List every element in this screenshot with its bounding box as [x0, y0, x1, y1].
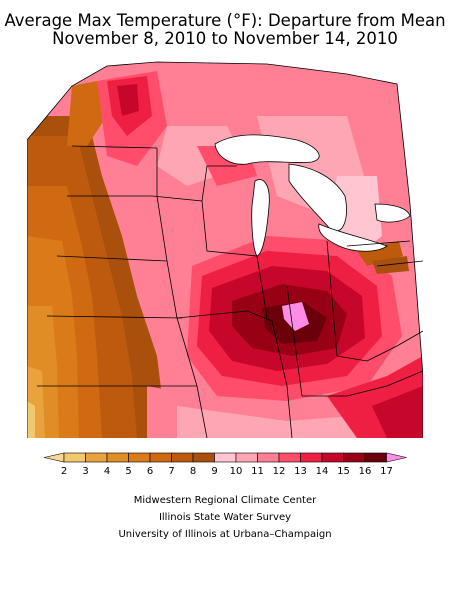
legend-swatches [43, 452, 407, 463]
color-legend: 2 3 4 5 6 7 8 9 10 11 12 13 14 15 16 17 [43, 452, 407, 477]
legend-swatch [128, 452, 151, 463]
state-borders [27, 61, 423, 438]
legend-label: 8 [190, 466, 196, 477]
legend-label: 2 [61, 466, 67, 477]
legend-label: 10 [230, 466, 243, 477]
legend-label: 12 [273, 466, 286, 477]
legend-swatch [85, 452, 108, 463]
legend-label: 3 [82, 466, 88, 477]
legend-swatch [321, 452, 344, 463]
legend-swatch [343, 452, 366, 463]
credit-line-2: Illinois State Water Survey [158, 512, 292, 523]
legend-label: 4 [104, 466, 110, 477]
legend-swatch [192, 452, 215, 463]
legend-label: 9 [211, 466, 217, 477]
legend-swatch [214, 452, 237, 463]
legend-swatch [63, 452, 86, 463]
legend-swatch [278, 452, 301, 463]
temperature-departure-map [27, 61, 423, 438]
legend-label: 11 [251, 466, 264, 477]
great-lakes [214, 134, 411, 257]
legend-under-triangle [43, 452, 65, 463]
legend-label: 6 [147, 466, 153, 477]
legend-label: 7 [168, 466, 174, 477]
legend-over-triangle [386, 452, 407, 463]
map-title: Average Max Temperature (°F): Departure … [4, 11, 446, 30]
legend-swatch [300, 452, 323, 463]
credit-line-3: University of Illinois at Urbana–Champai… [118, 529, 332, 540]
legend-swatch [364, 452, 387, 463]
legend-swatch [171, 452, 194, 463]
legend-swatch [235, 452, 258, 463]
legend-label: 15 [337, 466, 350, 477]
legend-label: 16 [359, 466, 372, 477]
credit-line-1: Midwestern Regional Climate Center [133, 495, 317, 506]
legend-label: 13 [294, 466, 307, 477]
legend-label: 17 [380, 466, 393, 477]
map-subtitle: November 8, 2010 to November 14, 2010 [52, 29, 398, 48]
legend-swatch [106, 452, 129, 463]
legend-label: 5 [125, 466, 131, 477]
legend-labels: 2 3 4 5 6 7 8 9 10 11 12 13 14 15 16 17 [61, 466, 393, 477]
legend-swatch [257, 452, 280, 463]
legend-swatch [149, 452, 172, 463]
legend-label: 14 [316, 466, 329, 477]
